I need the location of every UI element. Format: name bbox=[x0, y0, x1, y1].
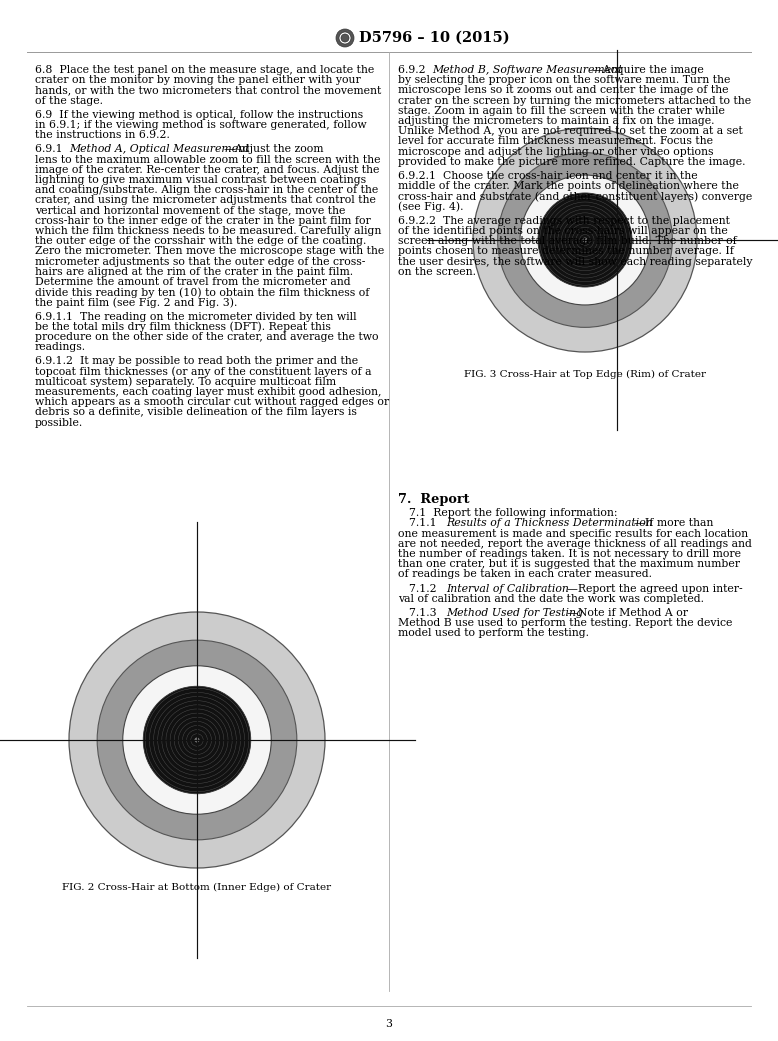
Text: level for accurate film thickness measurement. Focus the: level for accurate film thickness measur… bbox=[398, 136, 713, 147]
Text: vertical and horizontal movement of the stage, move the: vertical and horizontal movement of the … bbox=[35, 206, 345, 215]
Text: of the stage.: of the stage. bbox=[35, 96, 103, 105]
Text: the outer edge of the corsshair with the edge of the coating.: the outer edge of the corsshair with the… bbox=[35, 236, 366, 247]
Text: the number of readings taken. It is not necessary to drill more: the number of readings taken. It is not … bbox=[398, 549, 741, 559]
Text: 6.9.1: 6.9.1 bbox=[35, 145, 69, 154]
Text: Unlike Method A, you are not required to set the zoom at a set: Unlike Method A, you are not required to… bbox=[398, 126, 743, 136]
Text: lens to the maximum allowable zoom to fill the screen with the: lens to the maximum allowable zoom to fi… bbox=[35, 155, 380, 164]
Text: 6.9.2.2  The average readings with respect to the placement: 6.9.2.2 The average readings with respec… bbox=[398, 215, 730, 226]
Text: multicoat system) separately. To acquire multicoat film: multicoat system) separately. To acquire… bbox=[35, 377, 336, 387]
Circle shape bbox=[194, 737, 199, 742]
Text: 6.9.1.2  It may be possible to read both the primer and the: 6.9.1.2 It may be possible to read both … bbox=[35, 356, 358, 366]
Text: 6.9.2.1  Choose the cross-hair icon and center it in the: 6.9.2.1 Choose the cross-hair icon and c… bbox=[398, 171, 698, 181]
Text: microscope and adjust the lighting or other video options: microscope and adjust the lighting or ot… bbox=[398, 147, 713, 156]
Text: which appears as a smooth circular cut without ragged edges or: which appears as a smooth circular cut w… bbox=[35, 398, 389, 407]
Text: measurements, each coating layer must exhibit good adhesion,: measurements, each coating layer must ex… bbox=[35, 387, 381, 397]
Text: Results of a Thickness Determination: Results of a Thickness Determination bbox=[446, 518, 653, 529]
Text: one measurement is made and specific results for each location: one measurement is made and specific res… bbox=[398, 529, 748, 538]
Text: Determine the amount of travel from the micrometer and: Determine the amount of travel from the … bbox=[35, 277, 351, 287]
Text: —Acquire the image: —Acquire the image bbox=[592, 65, 704, 75]
Text: be the total mils dry film thickness (DFT). Repeat this: be the total mils dry film thickness (DF… bbox=[35, 322, 331, 332]
Text: —Adjust the zoom: —Adjust the zoom bbox=[224, 145, 324, 154]
Text: val of calibration and the date the work was completed.: val of calibration and the date the work… bbox=[398, 593, 704, 604]
Text: lightning to give maximum visual contrast between coatings: lightning to give maximum visual contras… bbox=[35, 175, 366, 185]
Text: (see Fig. 4).: (see Fig. 4). bbox=[398, 202, 464, 212]
Text: possible.: possible. bbox=[35, 417, 83, 428]
Circle shape bbox=[143, 686, 251, 793]
Text: 7.  Report: 7. Report bbox=[398, 493, 469, 506]
Text: are not needed, report the average thickness of all readings and: are not needed, report the average thick… bbox=[398, 539, 752, 549]
Text: microscope lens so it zooms out and center the image of the: microscope lens so it zooms out and cent… bbox=[398, 85, 728, 96]
Circle shape bbox=[97, 640, 297, 840]
Text: the user desires, the software will show each reading separately: the user desires, the software will show… bbox=[398, 256, 752, 266]
Text: Method B use used to perform the testing. Report the device: Method B use used to perform the testing… bbox=[398, 618, 732, 628]
Circle shape bbox=[123, 666, 272, 814]
Text: Method B, Software Measurement: Method B, Software Measurement bbox=[432, 65, 622, 75]
Text: than one crater, but it is suggested that the maximum number: than one crater, but it is suggested tha… bbox=[398, 559, 740, 569]
Text: 6.9.1.1  The reading on the micrometer divided by ten will: 6.9.1.1 The reading on the micrometer di… bbox=[35, 311, 356, 322]
Text: —Report the agreed upon inter-: —Report the agreed upon inter- bbox=[567, 584, 743, 593]
Text: 7.1.1: 7.1.1 bbox=[409, 518, 443, 529]
Text: Method Used for Testing: Method Used for Testing bbox=[446, 608, 583, 618]
Text: D5796 – 10 (2015): D5796 – 10 (2015) bbox=[359, 31, 510, 45]
Circle shape bbox=[69, 612, 325, 868]
Text: topcoat film thicknesses (or any of the constituent layers of a: topcoat film thicknesses (or any of the … bbox=[35, 366, 372, 377]
Text: 7.1  Report the following information:: 7.1 Report the following information: bbox=[409, 508, 618, 518]
Circle shape bbox=[336, 29, 354, 47]
Text: crater, and using the micrometer adjustments that control the: crater, and using the micrometer adjustm… bbox=[35, 196, 376, 205]
Text: debris so a definite, visible delineation of the film layers is: debris so a definite, visible delineatio… bbox=[35, 407, 357, 417]
Text: 7.1.3: 7.1.3 bbox=[409, 608, 443, 618]
Text: and coating/substrate. Align the cross-hair in the center of the: and coating/substrate. Align the cross-h… bbox=[35, 185, 378, 196]
Text: points chosen to measure determines the number average. If: points chosen to measure determines the … bbox=[398, 247, 734, 256]
Text: image of the crater. Re-center the crater, and focus. Adjust the: image of the crater. Re-center the crate… bbox=[35, 164, 380, 175]
Text: Method A, Optical Measurement: Method A, Optical Measurement bbox=[69, 145, 250, 154]
Text: provided to make the picture more refined. Capture the image.: provided to make the picture more refine… bbox=[398, 157, 745, 167]
Text: hands, or with the two micrometers that control the movement: hands, or with the two micrometers that … bbox=[35, 85, 381, 96]
Circle shape bbox=[341, 34, 349, 42]
Circle shape bbox=[520, 175, 650, 305]
Text: by selecting the proper icon on the software menu. Turn the: by selecting the proper icon on the soft… bbox=[398, 75, 731, 85]
Text: of readings be taken in each crater measured.: of readings be taken in each crater meas… bbox=[398, 569, 652, 580]
Text: adjusting the micrometers to maintain a fix on the image.: adjusting the micrometers to maintain a … bbox=[398, 116, 714, 126]
Text: procedure on the other side of the crater, and average the two: procedure on the other side of the crate… bbox=[35, 332, 379, 342]
Text: cross-hair to the inner edge of the crater in the paint film for: cross-hair to the inner edge of the crat… bbox=[35, 215, 371, 226]
Text: of the identified points on the cross-hairs will appear on the: of the identified points on the cross-ha… bbox=[398, 226, 727, 236]
Circle shape bbox=[498, 153, 672, 327]
Text: divide this reading by ten (10) to obtain the film thickness of: divide this reading by ten (10) to obtai… bbox=[35, 287, 370, 298]
Text: the instructions in 6.9.2.: the instructions in 6.9.2. bbox=[35, 130, 170, 141]
Text: crater on the monitor by moving the panel either with your: crater on the monitor by moving the pane… bbox=[35, 75, 361, 85]
Circle shape bbox=[538, 193, 632, 287]
Text: stage. Zoom in again to fill the screen with the crater while: stage. Zoom in again to fill the screen … bbox=[398, 106, 725, 116]
Text: model used to perform the testing.: model used to perform the testing. bbox=[398, 629, 589, 638]
Text: FIG. 3 Cross-Hair at Top Edge (Rim) of Crater: FIG. 3 Cross-Hair at Top Edge (Rim) of C… bbox=[464, 370, 706, 379]
Text: readings.: readings. bbox=[35, 342, 86, 352]
Text: screen along with the total average film build. The number of: screen along with the total average film… bbox=[398, 236, 737, 247]
Text: micrometer adjustments so that the outer edge of the cross-: micrometer adjustments so that the outer… bbox=[35, 256, 366, 266]
Circle shape bbox=[583, 237, 587, 243]
Text: middle of the crater. Mark the points of delineation where the: middle of the crater. Mark the points of… bbox=[398, 181, 739, 192]
Circle shape bbox=[339, 32, 351, 44]
Text: 6.9  If the viewing method is optical, follow the instructions: 6.9 If the viewing method is optical, fo… bbox=[35, 109, 363, 120]
Text: —If more than: —If more than bbox=[634, 518, 713, 529]
Circle shape bbox=[473, 128, 697, 352]
Text: Zero the micrometer. Then move the microscope stage with the: Zero the micrometer. Then move the micro… bbox=[35, 247, 384, 256]
Text: which the film thickness needs to be measured. Carefully align: which the film thickness needs to be mea… bbox=[35, 226, 381, 236]
Text: on the screen.: on the screen. bbox=[398, 266, 476, 277]
Text: 6.9.2: 6.9.2 bbox=[398, 65, 433, 75]
Text: FIG. 2 Cross-Hair at Bottom (Inner Edge) of Crater: FIG. 2 Cross-Hair at Bottom (Inner Edge)… bbox=[62, 883, 331, 892]
Text: 3: 3 bbox=[386, 1019, 392, 1029]
Text: —Note if Method A or: —Note if Method A or bbox=[567, 608, 688, 618]
Text: Interval of Calibration: Interval of Calibration bbox=[446, 584, 569, 593]
Text: 6.8  Place the test panel on the measure stage, and locate the: 6.8 Place the test panel on the measure … bbox=[35, 65, 374, 75]
Text: cross-hair and substrate (and other constituent layers) converge: cross-hair and substrate (and other cons… bbox=[398, 192, 752, 202]
Text: the paint film (see Fig. 2 and Fig. 3).: the paint film (see Fig. 2 and Fig. 3). bbox=[35, 298, 237, 308]
Text: 7.1.2: 7.1.2 bbox=[409, 584, 443, 593]
Text: in 6.9.1; if the viewing method is software generated, follow: in 6.9.1; if the viewing method is softw… bbox=[35, 120, 366, 130]
Text: crater on the screen by turning the micrometers attached to the: crater on the screen by turning the micr… bbox=[398, 96, 751, 105]
Text: hairs are aligned at the rim of the crater in the paint film.: hairs are aligned at the rim of the crat… bbox=[35, 266, 353, 277]
